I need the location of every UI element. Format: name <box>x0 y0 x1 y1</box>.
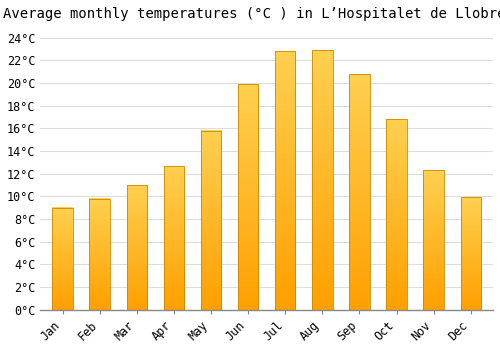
Bar <box>90 198 110 310</box>
Bar <box>126 185 147 310</box>
Bar <box>460 197 481 310</box>
Bar <box>238 84 258 310</box>
Bar <box>350 74 370 310</box>
Bar <box>201 131 221 310</box>
Bar <box>164 166 184 310</box>
Bar <box>424 170 444 310</box>
Bar <box>386 119 407 310</box>
Bar <box>312 50 332 310</box>
Title: Average monthly temperatures (°C ) in L’Hospitalet de Llobregat: Average monthly temperatures (°C ) in L’… <box>3 7 500 21</box>
Bar <box>275 51 295 310</box>
Bar <box>52 208 73 310</box>
